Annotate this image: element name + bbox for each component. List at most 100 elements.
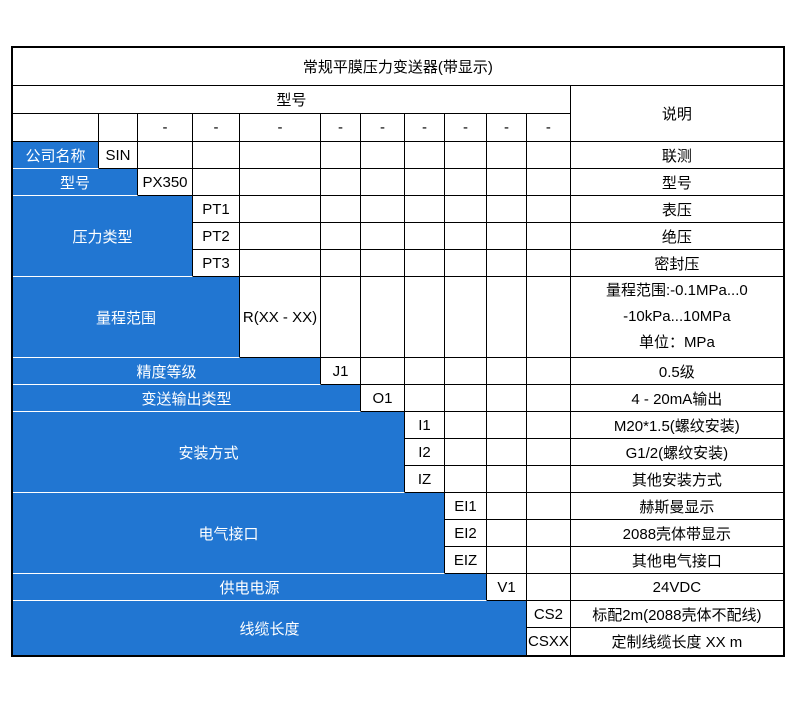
empty-cell <box>445 223 487 250</box>
empty-cell <box>321 196 361 223</box>
code-cell-sin: SIN <box>99 142 138 169</box>
desc-cell-range: 量程范围:-0.1MPa...0 -10kPa...10MPa 单位：MPa <box>570 277 783 358</box>
code-cell-v1: V1 <box>487 574 527 601</box>
empty-cell <box>405 277 445 358</box>
empty-cell <box>361 169 405 196</box>
empty-cell <box>445 358 487 385</box>
row-label-accuracy: 精度等级 <box>13 358 321 385</box>
empty-cell <box>487 439 527 466</box>
empty-cell <box>487 223 527 250</box>
empty-cell <box>445 169 487 196</box>
empty-cell <box>527 439 571 466</box>
code-cell-pt2: PT2 <box>193 223 240 250</box>
empty-cell <box>321 277 361 358</box>
empty-cell <box>445 385 487 412</box>
empty-cell <box>527 412 571 439</box>
separator-dash-cell: - <box>527 114 571 142</box>
empty-cell <box>527 142 571 169</box>
empty-cell <box>405 196 445 223</box>
empty-cell <box>487 385 527 412</box>
empty-cell <box>487 196 527 223</box>
separator-dash-cell: - <box>321 114 361 142</box>
empty-cell <box>527 466 571 493</box>
empty-cell <box>361 196 405 223</box>
empty-cell <box>527 358 571 385</box>
empty-cell <box>405 250 445 277</box>
desc-cell-cs2: 标配2m(2088壳体不配线) <box>570 601 783 628</box>
row-label-installation: 安装方式 <box>13 412 405 493</box>
code-cell-o1: O1 <box>361 385 405 412</box>
empty-cell <box>445 250 487 277</box>
empty-cell <box>527 250 571 277</box>
empty-cell <box>445 196 487 223</box>
desc-cell-pt2: 绝压 <box>570 223 783 250</box>
empty-cell <box>240 223 321 250</box>
empty-cell <box>487 466 527 493</box>
empty-cell <box>361 277 405 358</box>
row-label-company-name: 公司名称 <box>13 142 99 169</box>
description-header: 说明 <box>570 86 783 142</box>
code-cell-ei1: EI1 <box>445 493 487 520</box>
empty-cell <box>193 142 240 169</box>
row-label-output-type: 变送输出类型 <box>13 385 361 412</box>
desc-cell-eiz: 其他电气接口 <box>570 547 783 574</box>
empty-cell <box>487 142 527 169</box>
empty-cell <box>138 142 193 169</box>
empty-cell <box>361 358 405 385</box>
empty-cell <box>240 142 321 169</box>
empty-cell <box>405 142 445 169</box>
separator-dash-cell: - <box>445 114 487 142</box>
empty-cell <box>527 547 571 574</box>
code-cell-iz: IZ <box>405 466 445 493</box>
empty-cell <box>240 169 321 196</box>
empty-cell <box>445 466 487 493</box>
desc-cell-accuracy: 0.5级 <box>570 358 783 385</box>
empty-cell <box>445 277 487 358</box>
model-number-header: 型号 <box>13 86 571 114</box>
empty-cell <box>321 223 361 250</box>
table-title: 常规平膜压力变送器(带显示) <box>13 48 783 86</box>
desc-cell-iz: 其他安装方式 <box>570 466 783 493</box>
empty-cell <box>527 196 571 223</box>
empty-cell <box>527 277 571 358</box>
row-label-pressure-type: 压力类型 <box>13 196 193 277</box>
desc-cell-output-type: 4 - 20mA输出 <box>570 385 783 412</box>
code-cell-j1: J1 <box>321 358 361 385</box>
row-label-electrical-interface: 电气接口 <box>13 493 445 574</box>
code-cell-pt1: PT1 <box>193 196 240 223</box>
empty-cell <box>487 493 527 520</box>
separator-dash-cell: - <box>361 114 405 142</box>
empty-cell <box>321 169 361 196</box>
empty-cell <box>487 169 527 196</box>
empty-cell <box>527 493 571 520</box>
empty-cell <box>13 114 99 142</box>
empty-cell <box>361 223 405 250</box>
empty-cell <box>445 142 487 169</box>
empty-cell <box>487 358 527 385</box>
selection-table: 常规平膜压力变送器(带显示) 型号 说明 - - - - - - - - - 公… <box>11 46 785 657</box>
empty-cell <box>361 250 405 277</box>
row-label-model: 型号 <box>13 169 138 196</box>
code-cell-i2: I2 <box>405 439 445 466</box>
empty-cell <box>405 385 445 412</box>
empty-cell <box>240 250 321 277</box>
desc-cell-ei2: 2088壳体带显示 <box>570 520 783 547</box>
code-cell-eiz: EIZ <box>445 547 487 574</box>
empty-cell <box>405 169 445 196</box>
desc-cell-pt3: 密封压 <box>570 250 783 277</box>
code-cell-range: R(XX - XX) <box>240 277 321 358</box>
separator-dash-cell: - <box>138 114 193 142</box>
empty-cell <box>527 385 571 412</box>
empty-cell <box>405 358 445 385</box>
code-cell-i1: I1 <box>405 412 445 439</box>
empty-cell <box>527 574 571 601</box>
desc-cell-i1: M20*1.5(螺纹安装) <box>570 412 783 439</box>
desc-cell-power-supply: 24VDC <box>570 574 783 601</box>
separator-dash-cell: - <box>240 114 321 142</box>
desc-cell-ei1: 赫斯曼显示 <box>570 493 783 520</box>
empty-cell <box>99 114 138 142</box>
empty-cell <box>487 277 527 358</box>
empty-cell <box>487 547 527 574</box>
empty-cell <box>527 520 571 547</box>
separator-dash-cell: - <box>487 114 527 142</box>
